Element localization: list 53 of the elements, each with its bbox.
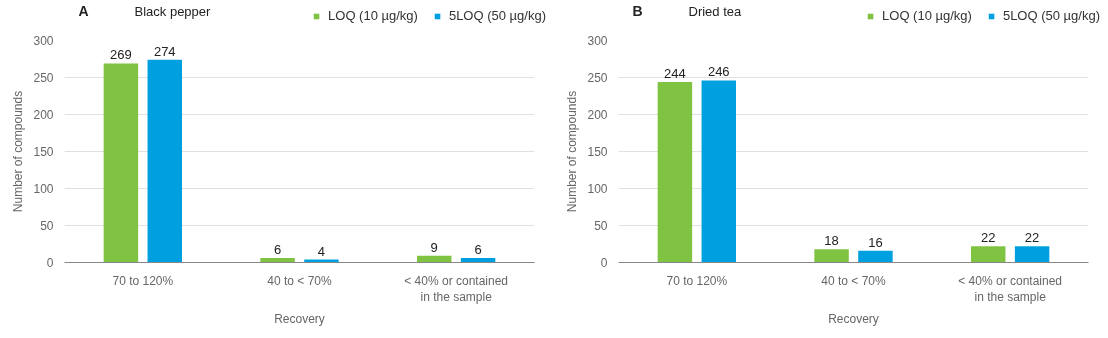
bar xyxy=(701,80,736,263)
y-tick-label: 100 xyxy=(33,182,54,196)
text: B xyxy=(632,2,643,19)
x-axis-title: Recovery xyxy=(828,312,879,327)
bar xyxy=(103,63,139,263)
data-label: 6 xyxy=(474,242,482,258)
data-label: 16 xyxy=(868,234,883,250)
bar xyxy=(858,250,893,263)
data-label: 9 xyxy=(430,239,438,255)
bar xyxy=(260,258,295,263)
chart-title: Black pepper xyxy=(134,3,212,19)
y-tick-label: 300 xyxy=(587,34,608,48)
bar xyxy=(657,81,693,263)
data-label: 22 xyxy=(981,230,996,246)
y-tick-label: 200 xyxy=(33,108,54,122)
y-tick-label: 150 xyxy=(587,145,608,159)
bar xyxy=(814,249,849,263)
y-tick-label: 300 xyxy=(33,34,54,48)
data-label: 22 xyxy=(1024,230,1040,246)
y-tick-label: 100 xyxy=(587,182,608,196)
y-tick-label: 0 xyxy=(46,256,54,270)
y-tick-label: 50 xyxy=(594,219,608,233)
legend-label: 5LOQ (50 µg/kg) xyxy=(1002,8,1100,23)
data-label: 4 xyxy=(317,243,326,259)
data-label: 6 xyxy=(273,242,282,258)
data-label: 246 xyxy=(707,64,730,80)
x-tick-label: 70 to 120% xyxy=(112,273,174,288)
y-axis-title: Number of compounds xyxy=(565,90,580,213)
legend-label: 5LOQ (50 µg/kg) xyxy=(448,8,546,23)
x-tick-label: < 40% or contained in the sample xyxy=(404,273,509,305)
bar xyxy=(147,59,182,263)
chart-title: Dried tea xyxy=(688,3,743,19)
y-tick-label: 250 xyxy=(587,71,608,85)
x-axis-title: Recovery xyxy=(274,312,325,327)
y-tick-label: 200 xyxy=(587,108,608,122)
legend-label: LOQ (10 µg/kg) xyxy=(882,8,972,23)
y-tick-label: 250 xyxy=(33,71,54,85)
y-tick-label: 0 xyxy=(600,256,608,270)
y-tick-label: 150 xyxy=(33,145,54,159)
bar xyxy=(971,246,1006,263)
x-tick-label: < 40% or contained in the sample xyxy=(958,273,1063,305)
legend-label: LOQ (10 µg/kg) xyxy=(328,8,418,23)
y-tick-label: 50 xyxy=(40,219,54,233)
text: A xyxy=(78,2,89,19)
data-label: 274 xyxy=(153,43,176,59)
x-tick-label: 70 to 120% xyxy=(666,273,728,288)
data-label: 244 xyxy=(664,65,686,81)
bar xyxy=(1014,246,1050,263)
data-label: 18 xyxy=(824,233,839,249)
y-axis-title: Number of compounds xyxy=(11,90,26,213)
x-tick-label: 40 to < 70% xyxy=(267,273,333,288)
x-tick-label: 40 to < 70% xyxy=(821,273,887,288)
data-label: 269 xyxy=(110,47,132,63)
